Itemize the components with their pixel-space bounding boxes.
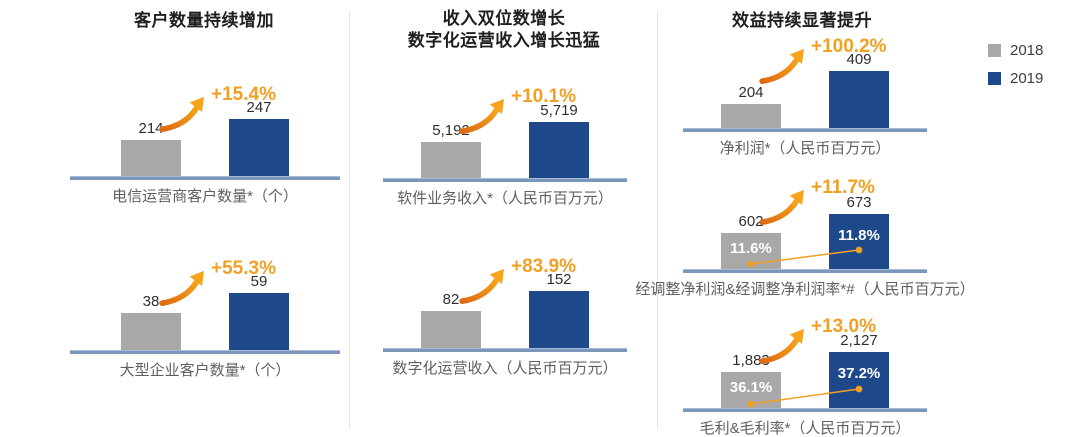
bar-2019: 5,719 xyxy=(529,102,589,178)
axis-label: 大型企业客户数量*（个） xyxy=(119,362,291,379)
legend: 2018 2019 xyxy=(988,42,1043,98)
rate-label-2018: 11.6% xyxy=(730,240,772,257)
chart-net-profit: +100.2% 204 409 净利润*（人民币百万元） xyxy=(683,33,927,157)
axis-label: 经调整净利润&经调整净利润率*#（人民币百万元） xyxy=(635,281,975,298)
growth-arrow-icon xyxy=(159,270,204,306)
bar-2019: 2,127 37.2% xyxy=(829,332,889,408)
bar-value-2018: 602 xyxy=(738,213,764,230)
bar-value-2018: 82 xyxy=(442,291,460,308)
axis-label: 电信运营商客户数量*（个） xyxy=(112,188,298,205)
column-divider xyxy=(657,12,658,428)
axis-label: 净利润*（人民币百万元） xyxy=(719,140,891,157)
rate-label-2019: 37.2% xyxy=(837,365,881,382)
bar-value-2019: 5,719 xyxy=(540,102,578,119)
bar-value-2018: 214 xyxy=(138,120,164,137)
section-title-customers: 客户数量持续增加 xyxy=(60,10,348,32)
chart-enterprise-customers: +55.3% 38 59 大型企业客户数量*（个） xyxy=(70,255,340,379)
axis-baseline xyxy=(383,348,627,352)
bar-2019: 409 xyxy=(829,51,889,128)
axis-baseline xyxy=(683,269,927,273)
growth-label: +15.4% xyxy=(211,84,276,105)
bar-2018: 602 11.6% xyxy=(721,213,781,269)
growth-arrow-icon xyxy=(759,189,804,225)
bar-value-2019: 673 xyxy=(846,194,872,211)
growth-arrow-icon xyxy=(459,268,504,304)
chart-software-revenue: +10.1% 5,192 5,719 软件业务收入*（人民币百万元） xyxy=(383,83,627,207)
title-line: 收入双位数增长 xyxy=(442,9,566,28)
bar-group: +13.0% 1,883 36.1% 2,127 37.2% xyxy=(683,313,927,408)
bar-value-2018: 5,192 xyxy=(432,122,470,139)
axis-label: 毛利&毛利率*（人民币百万元） xyxy=(699,420,911,437)
bar-2018: 204 xyxy=(721,84,781,128)
growth-arrow-icon xyxy=(459,98,504,134)
title-line: 效益持续显著提升 xyxy=(732,11,872,30)
bar-group: +10.1% 5,192 5,719 xyxy=(383,83,627,178)
section-title-revenue: 收入双位数增长 数字化运营收入增长迅猛 xyxy=(352,8,656,52)
rate-label-2018: 36.1% xyxy=(729,379,773,396)
chart-digital-operation-revenue: +83.9% 82 152 数字化运营收入（人民币百万元） xyxy=(383,253,627,377)
bar-group: +100.2% 204 409 xyxy=(683,33,927,128)
legend-label-2019: 2019 xyxy=(1010,70,1044,87)
legend-item-2018: 2018 xyxy=(988,42,1043,59)
axis-baseline xyxy=(70,350,340,354)
bar-2019: 247 xyxy=(229,99,289,176)
axis-baseline xyxy=(683,128,927,132)
growth-label: +100.2% xyxy=(811,36,887,57)
growth-arrow-icon xyxy=(759,328,804,364)
chart-telecom-customers: +15.4% 214 247 电信运营商客户数量*（个） xyxy=(70,81,340,205)
bar-value-2018: 204 xyxy=(738,84,764,101)
legend-swatch-2019 xyxy=(988,72,1001,85)
chart-adjusted-net-profit: +11.7% 602 11.6% 673 11.8% 经调整净利润&经调整净利润… xyxy=(635,174,974,298)
rate-label-2019: 11.8% xyxy=(838,227,880,244)
axis-baseline xyxy=(383,178,627,182)
legend-item-2019: 2019 xyxy=(988,70,1043,87)
bar-2018: 82 xyxy=(421,291,481,348)
bar-value-2019: 409 xyxy=(846,51,872,68)
legend-label-2018: 2018 xyxy=(1010,42,1044,59)
section-title-profitability: 效益持续显著提升 xyxy=(660,10,944,32)
growth-label: +10.1% xyxy=(511,86,576,107)
bar-2019: 673 11.8% xyxy=(829,194,889,269)
bar-group: +15.4% 214 247 xyxy=(70,81,340,176)
bar-group: +83.9% 82 152 xyxy=(383,253,627,348)
axis-baseline xyxy=(70,176,340,180)
bar-value-2019: 247 xyxy=(246,99,272,116)
bar-value-2019: 2,127 xyxy=(840,332,878,349)
bar-group: +11.7% 602 11.6% 673 11.8% xyxy=(683,174,927,269)
bar-2018: 5,192 xyxy=(421,122,481,178)
bar-value-2019: 59 xyxy=(250,273,268,290)
bar-2018: 214 xyxy=(121,120,181,176)
growth-label: +11.7% xyxy=(811,177,875,198)
axis-baseline xyxy=(683,408,927,412)
bar-value-2018: 38 xyxy=(142,293,160,310)
bar-group: +55.3% 38 59 xyxy=(70,255,340,350)
bar-value-2019: 152 xyxy=(546,271,572,288)
bar-2018: 38 xyxy=(121,293,181,350)
title-line: 客户数量持续增加 xyxy=(134,11,274,30)
rate-connector-line xyxy=(747,385,863,408)
growth-label: +83.9% xyxy=(511,256,576,277)
bar-value-2018: 1,883 xyxy=(732,352,770,369)
growth-arrow-icon xyxy=(759,48,804,84)
axis-label: 软件业务收入*（人民币百万元） xyxy=(397,190,613,207)
growth-arrow-icon xyxy=(159,96,204,132)
bar-2019: 59 xyxy=(229,273,289,350)
growth-label: +55.3% xyxy=(211,258,276,279)
legend-swatch-2018 xyxy=(988,44,1001,57)
bar-2019: 152 xyxy=(529,271,589,348)
chart-gross-profit: +13.0% 1,883 36.1% 2,127 37.2% 毛利&毛利率*（人… xyxy=(683,313,927,437)
column-divider xyxy=(349,12,350,428)
growth-label: +13.0% xyxy=(811,316,876,337)
rate-connector-line xyxy=(747,246,863,268)
axis-label: 数字化运营收入（人民币百万元） xyxy=(392,360,618,377)
title-line: 数字化运营收入增长迅猛 xyxy=(407,31,601,50)
